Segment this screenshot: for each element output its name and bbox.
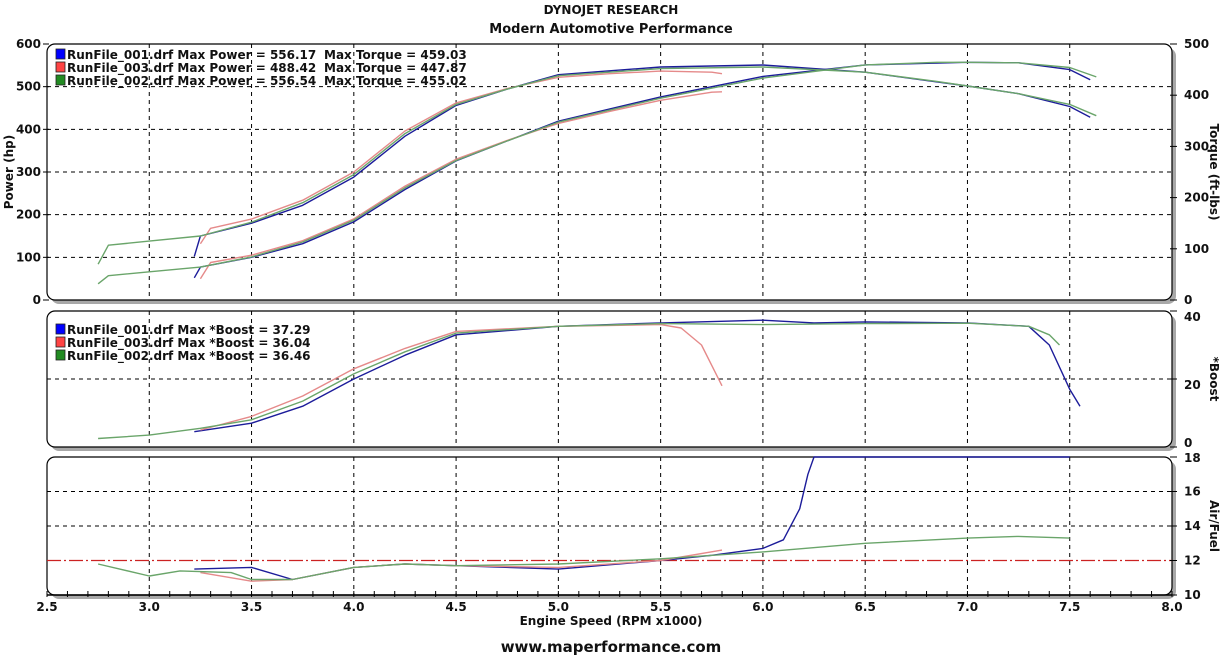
y-axis-label-afr: Air/Fuel [1207,500,1221,552]
legend-text-torque: Max Torque = 447.87 [324,61,467,75]
y-tick-label-afr: 14 [1184,519,1201,533]
y-tick-label-torque: 500 [1184,37,1209,51]
y-tick-label-boost: 20 [1184,378,1201,392]
legend-item: RunFile_003.drf Max Power = 488.42 Max To… [55,61,467,76]
y-tick-label-power: 400 [16,122,41,136]
chart-header: DYNOJET RESEARCH [544,3,679,17]
y-tick-label-boost: 40 [1184,310,1201,324]
x-tick-label: 3.0 [139,600,160,614]
series-line-runfile-002-boost [98,322,1060,440]
y-tick-label-torque: 0 [1184,293,1192,307]
series-line-runfile-002-torque [97,66,1097,265]
series-line-runfile-001-boost [194,319,1081,433]
y-tick-label-power: 0 [33,293,41,307]
legend-text: RunFile_003.drf Max *Boost = 36.04 [67,336,311,351]
y-tick-label-power: 500 [16,80,41,94]
x-tick-label: 3.5 [241,600,262,614]
legend-swatch [55,323,66,335]
legend-text: RunFile_003.drf Max Power = 488.42 [67,61,316,76]
panels: 0 100 200 300 400 500 600 0 100 200 300 400 500 0 20 40… [16,37,1209,614]
legend-swatch [55,74,66,86]
y-tick-label-boost: 0 [1184,436,1192,450]
y-tick-label-afr: 10 [1184,588,1201,602]
x-axis-label: Engine Speed (RPM x1000) [520,614,703,628]
legend-text: RunFile_002.drf Max *Boost = 36.46 [67,349,311,364]
series-line-runfile-003-power [199,91,723,280]
y-tick-label-afr: 12 [1184,554,1201,568]
y-tick-label-torque: 300 [1184,139,1209,153]
legend-item: RunFile_002.drf Max *Boost = 36.46 [55,349,311,364]
x-tick-label: 5.0 [548,600,569,614]
legend-text-torque: Max Torque = 459.03 [324,48,467,62]
series-line-runfile-002-power [97,61,1097,285]
y-axis-label-torque: Torque (ft-lbs) [1207,124,1221,221]
legend-item: RunFile_001.drf Max Power = 556.17 Max To… [55,48,467,63]
legend-text-torque: Max Torque = 455.02 [324,74,467,88]
chart-title: Modern Automotive Performance [489,22,733,37]
y-tick-label-torque: 100 [1184,242,1209,256]
series-line-runfile-003-torque [199,70,723,245]
y-tick-label-power: 300 [16,165,41,179]
panel-air-fuel [46,456,1176,599]
y-tick-label-torque: 200 [1184,191,1209,205]
x-tick-label: 6.0 [752,600,773,614]
legend-item: RunFile_002.drf Max Power = 556.54 Max To… [55,74,467,89]
legend-swatch [55,61,66,73]
x-tick-label: 4.0 [343,600,364,614]
footer-url[interactable]: www.maperformance.com [501,638,722,656]
y-tick-label-afr: 16 [1184,485,1201,499]
x-tick-label: 6.5 [855,600,876,614]
x-tick-label: 5.5 [650,600,671,614]
legend-item: RunFile_003.drf Max *Boost = 36.04 [55,336,311,351]
y-tick-label-power: 100 [16,250,41,264]
series-line-runfile-002-afr [97,535,1070,581]
legend-text: RunFile_001.drf Max *Boost = 37.29 [67,323,311,338]
x-tick-label: 7.0 [957,600,978,614]
y-tick-label-torque: 400 [1184,88,1209,102]
y-tick-label-power: 600 [16,37,41,51]
x-tick-label: 2.5 [36,600,57,614]
y-axis-label-boost: *Boost [1207,357,1221,402]
y-axis-label-power: Power (hp) [2,135,16,209]
x-tick-label: 7.5 [1059,600,1080,614]
x-tick-label: 4.5 [445,600,466,614]
y-tick-label-power: 200 [16,208,41,222]
legend-item: RunFile_001.drf Max *Boost = 37.29 [55,323,311,338]
legend-text: RunFile_001.drf Max Power = 556.17 [67,48,316,63]
legend-swatch [55,336,66,348]
x-tick-label: 8.0 [1161,600,1182,614]
legend-swatch [55,349,66,361]
legend-swatch [55,48,66,60]
series-line-runfile-003-boost [200,323,723,431]
y-tick-label-afr: 18 [1184,451,1201,465]
legend-text: RunFile_002.drf Max Power = 556.54 [67,74,316,89]
